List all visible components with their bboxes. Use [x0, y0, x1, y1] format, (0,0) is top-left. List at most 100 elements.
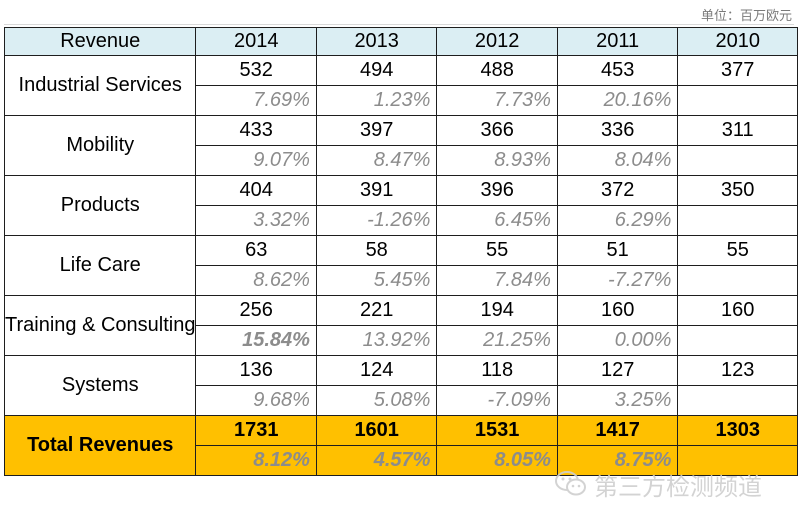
revenue-value-cell: 532 — [195, 55, 317, 86]
revenue-value-cell: 1303 — [677, 415, 798, 446]
growth-rate-cell: 6.45% — [436, 205, 558, 236]
growth-rate-cell: 21.25% — [436, 325, 558, 356]
category-value-row: Products 404 391 396 372 350 — [3, 175, 798, 236]
category-label: Systems — [3, 355, 197, 416]
total-value-row: Total Revenues 1731 1601 1531 1417 1303 — [3, 415, 798, 476]
revenue-value-cell: 397 — [315, 115, 438, 146]
growth-rate-cell: 3.32% — [195, 205, 317, 236]
growth-rate-cell: 5.45% — [315, 265, 438, 296]
growth-rate-cell: 8.75% — [556, 445, 679, 476]
growth-rate-cell: 20.16% — [556, 85, 679, 116]
revenue-value-cell: 58 — [315, 235, 438, 266]
revenue-value-cell: 391 — [315, 175, 438, 206]
growth-rate-cell — [677, 205, 798, 236]
growth-rate-cell: 8.04% — [556, 145, 679, 176]
category-value-row: Training & Consulting 256 221 194 160 160 — [3, 295, 798, 356]
revenue-value-cell: 488 — [436, 55, 558, 86]
revenue-value-cell: 124 — [315, 355, 438, 386]
growth-rate-cell: 8.05% — [436, 445, 558, 476]
revenue-value-cell: 160 — [556, 295, 679, 326]
revenue-table: Revenue 2014 2013 2012 2011 2010 Industr… — [3, 27, 798, 476]
revenue-value-cell: 1417 — [556, 415, 679, 446]
growth-rate-cell: 7.69% — [195, 85, 317, 116]
category-label: Life Care — [3, 235, 197, 296]
growth-rate-cell: 4.57% — [315, 445, 438, 476]
growth-rate-cell: 9.68% — [195, 385, 317, 416]
growth-rate-cell: 9.07% — [195, 145, 317, 176]
total-growth-row: 8.12% 4.57% 8.05% 8.75% — [5, 445, 798, 476]
revenue-value-cell: 311 — [677, 115, 798, 146]
revenue-value-cell: 433 — [195, 115, 317, 146]
category-label: Mobility — [3, 115, 197, 176]
header-year-cell: 2014 — [195, 27, 317, 56]
category-value-row: Systems 136 124 118 127 123 — [3, 355, 798, 416]
growth-rate-cell: 5.08% — [315, 385, 438, 416]
revenue-value-cell: 377 — [677, 55, 798, 86]
revenue-value-cell: 372 — [556, 175, 679, 206]
category-value-row: Industrial Services 532 494 488 453 377 — [3, 55, 798, 116]
revenue-value-cell: 221 — [315, 295, 438, 326]
growth-rate-cell: -7.09% — [436, 385, 558, 416]
growth-rate-cell — [677, 445, 798, 476]
revenue-value-cell: 118 — [436, 355, 558, 386]
category-growth-row: 15.84% 13.92% 21.25% 0.00% — [5, 325, 798, 356]
revenue-value-cell: 350 — [677, 175, 798, 206]
growth-rate-cell: 15.84% — [195, 325, 317, 356]
category-growth-row: 7.69% 1.23% 7.73% 20.16% — [5, 85, 798, 116]
growth-rate-cell: 8.62% — [195, 265, 317, 296]
revenue-value-cell: 404 — [195, 175, 317, 206]
revenue-value-cell: 55 — [677, 235, 798, 266]
revenue-value-cell: 1531 — [436, 415, 558, 446]
growth-rate-cell: 13.92% — [315, 325, 438, 356]
header-year-cell: 2013 — [315, 27, 438, 56]
growth-rate-cell: -1.26% — [315, 205, 438, 236]
growth-rate-cell: -7.27% — [556, 265, 679, 296]
growth-rate-cell: 8.47% — [315, 145, 438, 176]
revenue-value-cell: 453 — [556, 55, 679, 86]
unit-label: 单位：百万欧元 — [700, 8, 792, 23]
header-row: Revenue 2014 2013 2012 2011 2010 — [3, 27, 798, 56]
category-label: Products — [3, 175, 197, 236]
growth-rate-cell: 8.12% — [195, 445, 317, 476]
category-label: Industrial Services — [3, 55, 197, 116]
growth-rate-cell — [677, 265, 798, 296]
revenue-value-cell: 366 — [436, 115, 558, 146]
header-label-cell: Revenue — [3, 27, 197, 56]
revenue-value-cell: 1601 — [315, 415, 438, 446]
revenue-value-cell: 136 — [195, 355, 317, 386]
revenue-value-cell: 160 — [677, 295, 798, 326]
category-value-row: Mobility 433 397 366 336 311 — [3, 115, 798, 176]
growth-rate-cell — [677, 325, 798, 356]
growth-rate-cell: 7.84% — [436, 265, 558, 296]
header-year-cell: 2012 — [436, 27, 558, 56]
revenue-value-cell: 396 — [436, 175, 558, 206]
growth-rate-cell — [677, 145, 798, 176]
revenue-value-cell: 1731 — [195, 415, 317, 446]
top-divider — [4, 24, 794, 25]
growth-rate-cell: 7.73% — [436, 85, 558, 116]
category-growth-row: 9.07% 8.47% 8.93% 8.04% — [5, 145, 798, 176]
revenue-value-cell: 494 — [315, 55, 438, 86]
revenue-value-cell: 123 — [677, 355, 798, 386]
revenue-value-cell: 194 — [436, 295, 558, 326]
growth-rate-cell — [677, 85, 798, 116]
revenue-value-cell: 127 — [556, 355, 679, 386]
revenue-value-cell: 336 — [556, 115, 679, 146]
growth-rate-cell: 8.93% — [436, 145, 558, 176]
growth-rate-cell: 1.23% — [315, 85, 438, 116]
revenue-value-cell: 256 — [195, 295, 317, 326]
category-label: Training & Consulting — [3, 295, 197, 356]
header-year-cell: 2011 — [556, 27, 679, 56]
header-year-cell: 2010 — [677, 27, 798, 56]
growth-rate-cell: 0.00% — [556, 325, 679, 356]
watermark-text: 第三方检测频道 — [594, 473, 762, 501]
revenue-value-cell: 55 — [436, 235, 558, 266]
growth-rate-cell: 6.29% — [556, 205, 679, 236]
category-growth-row: 3.32% -1.26% 6.45% 6.29% — [5, 205, 798, 236]
growth-rate-cell: 3.25% — [556, 385, 679, 416]
growth-rate-cell — [677, 385, 798, 416]
total-label: Total Revenues — [3, 415, 197, 476]
category-growth-row: 8.62% 5.45% 7.84% -7.27% — [5, 265, 798, 296]
revenue-value-cell: 51 — [556, 235, 679, 266]
revenue-value-cell: 63 — [195, 235, 317, 266]
